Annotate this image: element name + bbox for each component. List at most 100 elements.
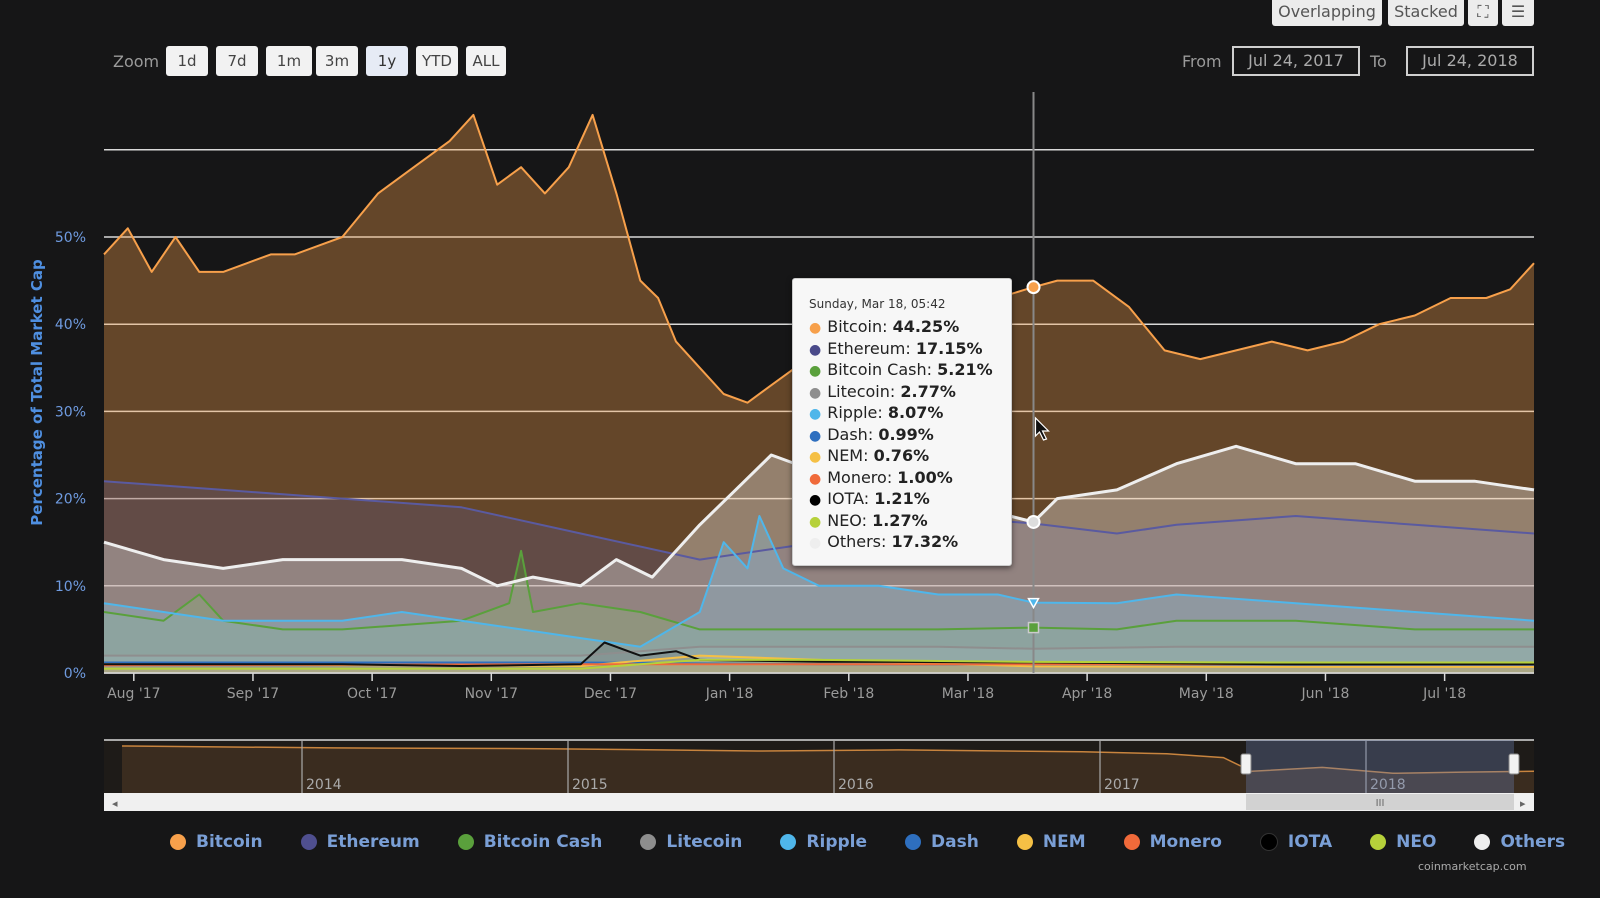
mouse-cursor-icon [1034,416,1050,441]
tooltip-row-iota: ● IOTA: 1.21% [809,489,930,508]
x-tick-label: Jun '18 [1300,686,1349,702]
scrollbar-track[interactable] [104,793,1534,811]
tooltip-series-name: Bitcoin Cash [827,360,927,379]
tooltip-series-value: 2.77% [900,381,956,401]
tooltip-row-bitcoin-cash: ● Bitcoin Cash: 5.21% [809,360,993,379]
zoom-7d-button[interactable]: 7d [216,46,258,76]
y-tick-label: 10% [55,579,86,595]
fullscreen-button[interactable]: ⛶ [1468,0,1498,26]
zoom-3m-button[interactable]: 3m [316,46,358,76]
line-bitcoin-cash[interactable] [103,549,1534,631]
tooltip-series-name: NEO [827,510,862,530]
zoom-1y-button[interactable]: 1y [366,46,408,76]
series-dot-icon: ● [809,449,822,465]
navigator-year-label: 2016 [838,777,874,793]
bitcoin-hover-marker [1026,280,1041,295]
ripple-hover-marker [1027,597,1040,610]
scroll-left-arrow-icon[interactable]: ◂ [112,797,118,810]
legend-item-dash[interactable]: Dash [905,830,979,854]
navigator-line [121,745,1535,775]
tooltip-series-name: Monero [827,467,887,487]
tooltip-row-ethereum: ● Ethereum: 17.15% [809,338,983,358]
zoom-all-button[interactable]: ALL [466,46,506,76]
series-dot-icon: ● [809,320,822,336]
to-date-input[interactable]: Jul 24, 2018 [1406,46,1534,76]
series-dot-icon: ● [809,492,822,508]
navigator-year-label: 2015 [572,777,608,793]
series-dot-icon: ● [809,384,822,401]
zoom-ytd-button[interactable]: YTD [416,46,458,76]
y-tick-label: 50% [55,230,86,246]
legend-item-nem[interactable]: NEM [1016,830,1086,854]
x-tick-label: Jan '18 [705,686,754,702]
tooltip-row-nem: ● NEM: 0.76% [809,446,930,465]
tooltip-series-value: 44.25% [892,317,960,336]
legend-dot-icon [1123,834,1140,850]
legend-item-bitcoin[interactable]: Bitcoin [170,830,263,854]
legend-item-monero[interactable]: Monero [1123,830,1222,854]
tooltip-row-ripple: ● Ripple: 8.07% [809,403,944,422]
overlapping-button[interactable]: Overlapping [1272,0,1382,26]
legend-label: Bitcoin Cash [483,832,603,852]
legend-item-iota[interactable]: IOTA [1259,830,1332,854]
y-tick-label: 40% [55,317,86,333]
scrollbar-thumb[interactable] [1246,794,1514,810]
zoom-1d-button[interactable]: 1d [166,46,208,76]
series-dot-icon: ● [809,341,822,358]
legend-item-others[interactable]: Others [1474,830,1565,854]
scroll-right-arrow-icon[interactable]: ▸ [1520,797,1526,810]
series-dot-icon: ● [809,406,822,422]
legend-item-ethereum[interactable]: Ethereum [300,830,420,854]
tooltip-series-name: Bitcoin [827,317,883,336]
legend-item-bitcoin-cash[interactable]: Bitcoin Cash [457,830,603,854]
tooltip-date: Sunday, Mar 18, 05:42 [809,297,946,311]
area-ripple [104,516,1534,673]
tooltip-series-value: 0.76% [873,446,930,465]
x-tick-label: Jul '18 [1422,686,1466,702]
line-ripple[interactable] [103,515,1535,648]
legend-dot-icon [1259,833,1278,851]
menu-button[interactable]: ☰ [1502,0,1534,26]
legend-item-neo[interactable]: NEO [1370,830,1436,854]
chart-legend: Bitcoin Ethereum Bitcoin Cash Litecoin Rippl… [170,830,1600,854]
tooltip-series-value: 17.32% [891,532,959,551]
tooltip-row-dash: ● Dash: 0.99% [809,424,934,444]
line-neo[interactable] [104,658,1534,670]
tooltip-series-name: NEM [827,446,864,465]
tooltip-series-name: Dash [827,424,868,444]
navigator-area [122,746,1534,793]
y-tick-label: 0% [64,666,86,682]
x-tick-label: Sep '17 [227,686,280,702]
line-litecoin[interactable] [104,645,1534,657]
series-dot-icon: ● [809,427,822,444]
stacked-button[interactable]: Stacked [1388,0,1464,26]
legend-item-litecoin[interactable]: Litecoin [640,830,742,854]
navigator-left-handle[interactable] [1240,753,1252,775]
bitcoin-cash-hover-marker [1027,621,1040,634]
zoom-1m-button[interactable]: 1m [266,46,312,76]
from-date-input[interactable]: Jul 24, 2017 [1232,46,1360,76]
legend-dot-icon [300,834,317,850]
legend-label: Litecoin [666,832,743,852]
navigator-selection[interactable] [1246,740,1514,793]
legend-label: NEM [1042,832,1086,852]
tooltip-series-value: 1.21% [874,489,930,508]
x-tick-label: Oct '17 [347,686,397,702]
scroll-grip-icon: III [1376,798,1385,809]
series-dot-icon: ● [809,470,822,487]
x-tick-label: Apr '18 [1062,686,1112,702]
tooltip-row-monero: ● Monero: 1.00% [809,467,953,487]
hamburger-menu-icon: ☰ [1510,2,1526,21]
legend-dot-icon [1370,834,1387,850]
legend-label: Monero [1149,832,1222,852]
legend-label: NEO [1396,832,1437,852]
legend-item-ripple[interactable]: Ripple [780,830,867,854]
tooltip-series-name: Ethereum [827,338,906,358]
credits-link[interactable]: coinmarketcap.com [1418,860,1527,873]
navigator-right-handle[interactable] [1508,753,1520,775]
line-bitcoin[interactable] [103,113,1535,404]
legend-dot-icon [780,834,797,850]
legend-dot-icon [170,834,186,850]
y-axis-title: Percentage of Total Market Cap [28,259,46,526]
